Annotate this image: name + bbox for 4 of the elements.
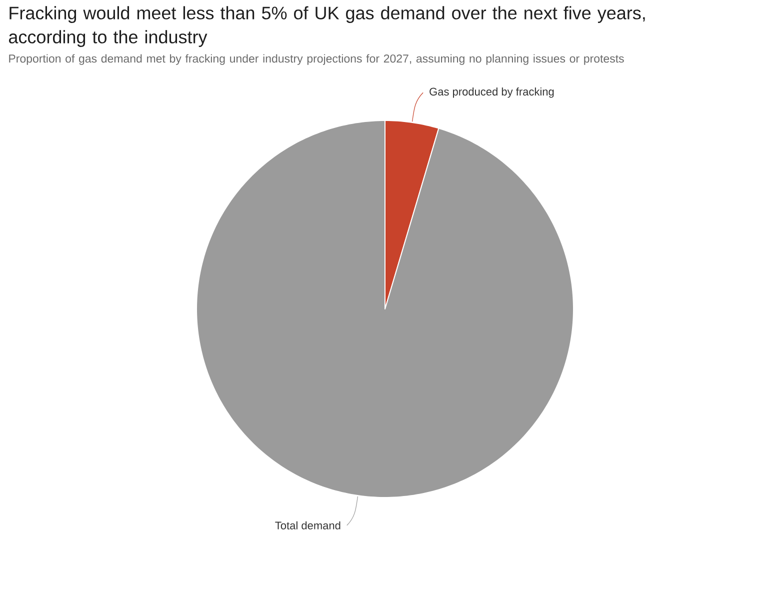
chart-title: Fracking would meet less than 5% of UK gas demand over the next five years, according to the industry xyxy=(8,6,645,47)
chart-subtitle: Proportion of gas demand met by fracking under industry projections for 2027, assuming no planning issues or protests xyxy=(9,54,624,65)
slice-label: Total demand xyxy=(275,521,340,530)
slice-label: Gas produced by fracking xyxy=(430,87,554,98)
